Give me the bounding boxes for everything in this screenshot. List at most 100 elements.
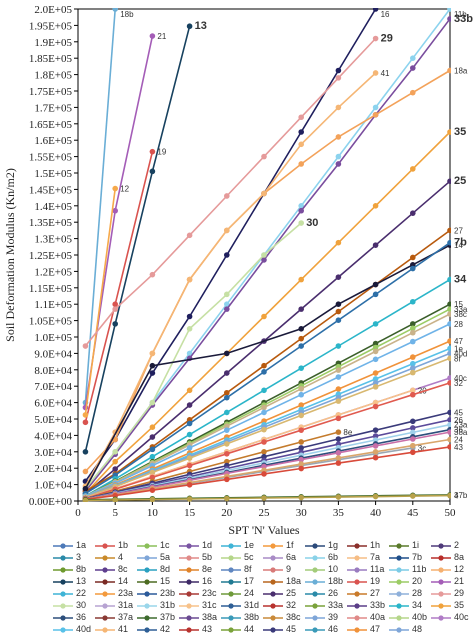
data-point-16: [372, 8, 379, 12]
series-label-41: 41: [381, 69, 390, 78]
series-label-29: 29: [381, 33, 393, 45]
legend-label: 46: [328, 624, 339, 634]
data-point-27: [298, 335, 305, 342]
legend-swatch: [431, 615, 451, 621]
legend-label: 36: [76, 612, 87, 622]
legend-swatch: [305, 543, 325, 549]
legend-label: 4: [118, 552, 124, 562]
legend-label: 38b: [244, 612, 260, 622]
y-tick-label: 3.0E+04: [34, 447, 72, 459]
y-tick-label: 6.0E+04: [34, 398, 72, 410]
data-point-8e: [224, 458, 230, 465]
legend-label: 1h: [370, 540, 381, 550]
legend-swatch: [263, 615, 283, 621]
data-point-30: [149, 399, 156, 406]
legend-swatch: [221, 627, 241, 633]
legend-swatch: [53, 603, 73, 609]
plot-area: [77, 8, 451, 502]
series-label-33a: 33a: [454, 305, 468, 314]
legend-swatch: [347, 591, 367, 597]
data-point-29: [186, 232, 193, 239]
legend-label: 11b: [412, 564, 427, 574]
data-point-32: [149, 474, 156, 481]
series-29: [82, 35, 379, 349]
data-point-7b: [186, 420, 193, 427]
x-tick-label: 10: [147, 507, 159, 519]
data-point-25: [298, 306, 305, 312]
data-point-38c: [298, 386, 305, 392]
data-point-1e: [372, 376, 379, 382]
legend-swatch: [389, 591, 409, 597]
x-tick-label: 15: [184, 507, 196, 519]
legend-swatch: [347, 567, 367, 573]
legend-label: 1b: [118, 540, 129, 550]
legend-label: 45: [286, 624, 297, 634]
data-point-27: [447, 227, 451, 234]
legend-swatch: [53, 567, 73, 573]
data-point-34: [447, 276, 451, 283]
data-point-33b: [410, 65, 416, 71]
y-tick-label: 1.25E+05: [29, 250, 73, 262]
data-point-18a: [335, 134, 342, 140]
legend-label: 48: [412, 624, 423, 634]
data-point-47: [447, 338, 451, 344]
legend-label: 8d: [160, 564, 171, 574]
data-point-30: [298, 220, 305, 226]
legend-swatch: [305, 615, 325, 621]
legend-label: 2: [454, 540, 460, 550]
y-axis-ticks: 0.00E+00 1.0E+04 2.0E+04 3.0E+04 4.0E+04 5.0E…: [29, 4, 78, 508]
legend-label: 42: [160, 624, 171, 634]
legend-swatch: [137, 579, 157, 585]
data-point-11b: [410, 55, 416, 61]
data-point-13: [112, 321, 118, 327]
data-point-12: [82, 412, 89, 418]
legend-label: 3: [76, 552, 82, 562]
legend-swatch: [263, 579, 283, 585]
legend-swatch: [53, 615, 73, 621]
series-line-11b: [84, 8, 451, 490]
data-point-23a: [447, 421, 451, 428]
data-point-16: [149, 370, 156, 376]
data-point-16: [335, 67, 342, 74]
series-label-16: 16: [381, 10, 390, 19]
legend-label: 8b: [76, 564, 87, 574]
legend-label: 8e: [202, 564, 213, 574]
data-point-24: [335, 455, 342, 461]
y-tick-label: 0.00E+00: [29, 496, 73, 508]
data-point-33b: [224, 306, 230, 312]
data-point-25: [447, 178, 451, 184]
data-point-4: [410, 493, 416, 499]
legend-label: 12: [454, 564, 465, 574]
legend-swatch: [347, 615, 367, 621]
data-point-29: [335, 75, 342, 81]
data-point-43: [335, 460, 342, 466]
legend-label: 5a: [160, 552, 171, 562]
x-tick-label: 20: [221, 507, 233, 519]
series-line-27: [84, 229, 451, 492]
data-point-18a: [298, 161, 305, 167]
legend-swatch: [221, 591, 241, 597]
y-tick-label: 1.75E+05: [29, 86, 73, 98]
data-point-14: [335, 301, 342, 308]
data-point-38c: [447, 311, 451, 317]
data-point-21: [112, 207, 118, 214]
legend-swatch: [389, 627, 409, 633]
legend-swatch: [221, 555, 241, 561]
series-label-36: 36: [454, 426, 463, 435]
data-point-18b: [112, 8, 118, 12]
y-tick-label: 1.85E+05: [29, 53, 73, 65]
data-point-35: [372, 203, 379, 209]
legend-swatch: [137, 555, 157, 561]
legend-label: 14: [118, 576, 129, 586]
data-point-16: [186, 313, 193, 320]
legend-swatch: [389, 579, 409, 585]
legend-swatch: [137, 591, 157, 597]
data-point-14: [298, 326, 305, 332]
legend-swatch: [221, 579, 241, 585]
data-point-35: [410, 166, 416, 172]
data-point-32: [186, 462, 193, 469]
y-tick-label: 8.0E+04: [34, 365, 72, 377]
data-point-34: [186, 431, 193, 438]
legend-label: 41: [118, 624, 129, 634]
data-point-24: [447, 436, 451, 443]
